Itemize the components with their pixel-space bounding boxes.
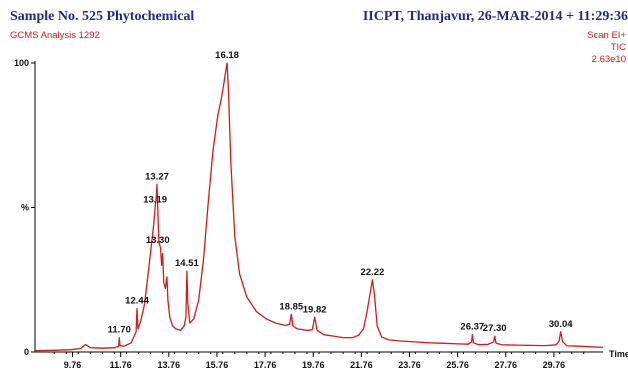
peak-label: 18.85 [279,301,303,312]
x-tick-label: 13.76 [158,360,181,370]
x-tick-label: 25.76 [446,360,469,370]
intensity-label: 2.63e10 [591,54,626,65]
peak-label: 11.70 [108,325,131,336]
x-tick-label: 9.76 [64,360,82,370]
peak-labels-layer: 16.18 13.27 13.19 13.30 14.51 12.44 11.70 18.85… [108,50,574,336]
x-tick-label: 17.76 [254,360,277,370]
y-tick-label: 100 [14,58,29,68]
y-tick-label: % [21,203,29,213]
x-tick-label: 19.76 [302,360,325,370]
x-tick-label: 11.76 [110,360,132,370]
x-tick-label: 27.76 [495,360,518,370]
peak-label: 13.27 [145,171,169,182]
chart-axes: 0% 100 9.76 11.76 13.76 15.76 17.76 19.76 21.76 2… [14,58,628,370]
chart-title: Sample No. 525 Phytochemical [10,9,195,24]
peak-label: 19.82 [303,304,327,315]
x-tick-label: 21.76 [350,360,373,370]
peak-label: 13.19 [143,195,167,206]
analysis-subtitle: GCMS Analysis 1292 [10,30,100,41]
scan-mode-label: Scan EI+ [587,30,626,41]
peak-label: 14.51 [175,258,199,269]
peak-label: 26.37 [460,322,484,333]
peak-label: 16.18 [215,50,239,61]
x-tick-label: 29.76 [543,360,566,370]
x-tick-label: 23.76 [398,360,421,370]
x-axis-label: Time [609,349,628,359]
lab-date-title: IICPT, Thanjavur, 26-MAR-2014 + 11:29:36 [362,9,628,24]
tic-label: TIC [610,42,626,53]
x-tick-label: 15.76 [206,360,229,370]
peak-label: 22.22 [361,267,385,278]
series-layer [34,62,604,352]
peak-label: 30.04 [549,319,573,330]
peak-label: 13.30 [146,235,170,246]
chromatogram-line [34,62,604,352]
peak-label: 27.30 [483,323,507,334]
peak-label: 12.44 [125,296,149,307]
y-tick-label: 0 [24,347,29,357]
